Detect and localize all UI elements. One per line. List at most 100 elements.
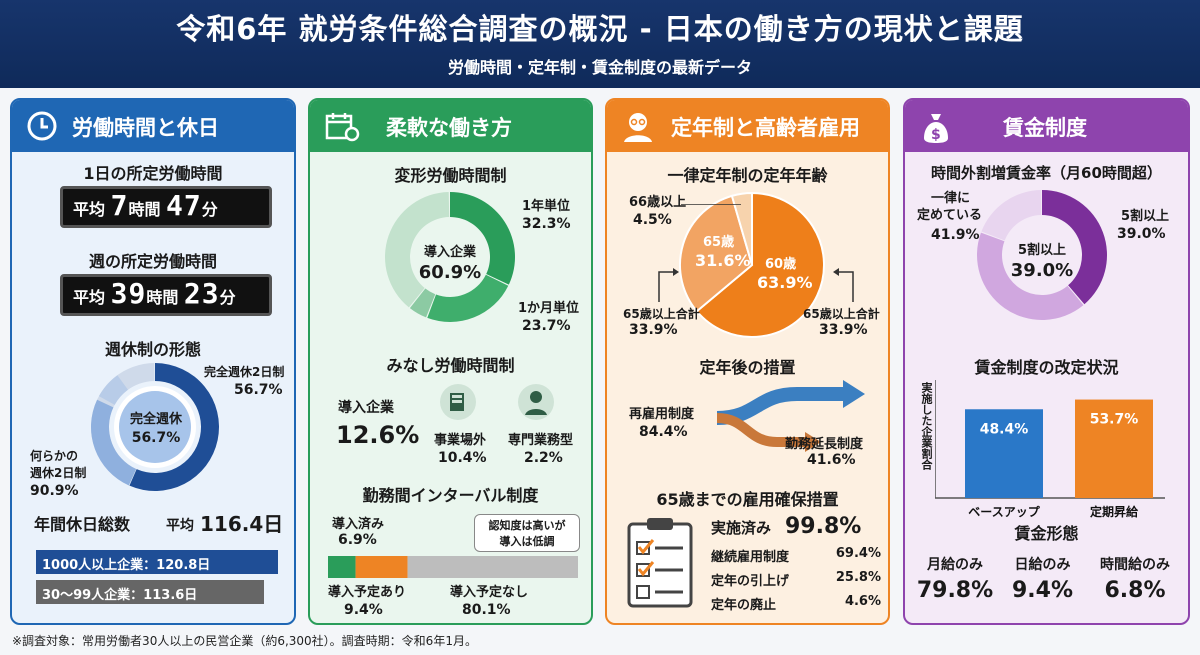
month-unit-slice (427, 274, 509, 322)
footer-note: ※調査対象：常用労働者30人以上の民営企業（約6,300社）。調査時期：令和6年… (12, 634, 477, 648)
header: 令和6年 就労条件総合調査の概況 - 日本の働き方の現状と課題 労働時間・定年制… (0, 0, 1200, 88)
rehire-value: 84.4% (639, 424, 688, 440)
interval-title: 勤務間インターバル制度 (362, 486, 539, 505)
base-up-bar (965, 409, 1043, 498)
wage-form-title: 賃金形態 (1014, 524, 1079, 543)
age60-value: 63.9% (757, 273, 813, 292)
age66-slice (730, 191, 753, 266)
rehire-label: 再雇用制度 (629, 407, 695, 422)
rehire-arrows (717, 380, 865, 452)
deemed-value: 12.6% (336, 421, 420, 449)
age65-label: 65歳 (703, 235, 735, 250)
age65-slice (679, 194, 754, 313)
callout-lines (658, 204, 854, 302)
professional-icon (518, 384, 554, 420)
page-title: 令和6年 就労条件総合調査の概況 - 日本の働き方の現状と課題 (176, 12, 1024, 46)
large-company-bar: 1000人以上企業：120.8日 (36, 550, 278, 574)
fifty-label: 5割以上 (1121, 209, 1170, 224)
revision-category-label: 定期昇給 (1090, 504, 1139, 519)
age66-value: 4.5% (633, 212, 672, 228)
full-two-day-slice (129, 363, 219, 491)
overtime-center-label: 5割以上 (1017, 243, 1067, 258)
retire-age-pie (679, 191, 825, 338)
elder-person-icon (624, 113, 652, 142)
sum-right-label: 65歳以上合計 (803, 307, 880, 321)
flex-center-value: 60.9% (418, 262, 482, 283)
revision-title: 賃金制度の改定状況 (974, 358, 1119, 377)
svg-text:$: $ (931, 127, 941, 143)
interval-none-segment (407, 556, 578, 578)
some-two-day-label1: 何らかの (30, 449, 79, 463)
annual-holiday-title: 年間休日総数 (34, 515, 131, 534)
variable-hours-donut (385, 192, 515, 322)
some-two-day-value: 90.9% (30, 483, 79, 499)
overtime-center-value: 39.0% (1010, 260, 1074, 281)
not-introduced-slice (385, 192, 450, 308)
interval-plan-label: 導入予定あり (328, 585, 407, 600)
uniform-label2: 定めている (917, 208, 983, 223)
page-subtitle: 労働時間・定年制・賃金制度の最新データ (447, 58, 752, 77)
age60-label: 60歳 (765, 257, 797, 272)
full-two-day-label: 完全週休2日制 (204, 365, 285, 379)
money-bag-icon: $ (924, 114, 948, 143)
wage-form-item: 月給のみ 79.8% (916, 557, 994, 603)
after-retire-title: 定年後の措置 (699, 358, 796, 377)
month-unit-value: 23.7% (522, 318, 571, 334)
panel-retire-title: 定年制と高齢者雇用 (671, 116, 860, 140)
variable-hours-title: 変形労働時間制 (394, 166, 507, 185)
deemed-label: 導入企業 (338, 400, 394, 416)
professional-value: 2.2% (524, 450, 563, 466)
secure-item: 定年の廃止 4.6% (711, 594, 881, 613)
age65-value: 31.6% (695, 251, 751, 270)
panel-retire-header: 定年制と高齢者雇用 (607, 100, 888, 152)
interval-none-label: 導入予定なし (450, 585, 529, 600)
interval-done-value: 6.9% (338, 532, 377, 548)
holiday-inner-label: 完全週休 (129, 412, 182, 427)
daily-hours-title: 1日の所定労働時間 (83, 164, 223, 183)
overtime-title: 時間外割増賃金率（月60時間超） (931, 164, 1162, 182)
overtime-donut (977, 190, 1107, 320)
weekly-hours-display: 平均 39時間 23分 (60, 274, 272, 316)
age66-label: 66歳以上 (629, 195, 687, 210)
other-holiday-slice-2 (98, 375, 128, 405)
flex-center-label: 導入企業 (423, 245, 476, 260)
secure-title: 65歳までの雇用確保措置 (656, 490, 839, 509)
some-two-day-slice (91, 399, 137, 486)
regular-raise-bar (1075, 399, 1153, 498)
deemed-hours-title: みなし労働時間制 (386, 356, 515, 375)
checklist-icon (627, 518, 693, 608)
holiday-donut (90, 363, 219, 491)
outside-work-label: 事業場外 (434, 433, 487, 448)
some-two-day-label2: 週休2日制 (30, 466, 87, 480)
annual-holiday-prefix: 平均 (166, 518, 194, 534)
year-unit-label: 1年単位 (522, 199, 571, 214)
interval-plan-segment (355, 556, 408, 578)
full-two-day-value: 56.7% (234, 382, 283, 398)
small-company-bar: 30〜99人企業：113.6日 (36, 580, 264, 604)
panel-wage-title: 賃金制度 (1003, 116, 1087, 140)
daily-hours-display: 平均 7時間 47分 (60, 186, 272, 228)
revision-ylabel: 実施した企業割合 (920, 382, 933, 470)
clock-icon (27, 111, 57, 141)
revision-value-label: 48.4% (980, 421, 1029, 437)
sum-left-label: 65歳以上合計 (623, 307, 700, 321)
weekly-hours-title: 週の所定労働時間 (88, 252, 217, 271)
secure-item: 定年の引上げ 25.8% (711, 570, 881, 589)
professional-label: 専門業務型 (508, 433, 574, 448)
sum-right-value: 33.9% (819, 322, 868, 338)
wage-form-item: 日給のみ 9.4% (1011, 557, 1073, 603)
other-flex-slice (409, 288, 436, 318)
interval-plan-value: 9.4% (344, 602, 383, 618)
panel-hours: 労働時間と休日 1日の所定労働時間 平均 7時間 47分 週の所定労働時間 平均… (10, 98, 296, 625)
month-unit-label: 1か月単位 (518, 301, 580, 316)
other-wage-slice (981, 190, 1042, 241)
interval-note: 認知度は高いが 導入は低調 (474, 514, 580, 552)
revision-value-label: 53.7% (1090, 412, 1139, 428)
panel-flex-title: 柔軟な働き方 (386, 116, 512, 140)
secure-item: 継続雇用制度 69.4% (711, 546, 881, 565)
wage-forms: 月給のみ 79.8% 日給のみ 9.4% 時間給のみ 6.8% (915, 554, 1180, 603)
uniform-value: 41.9% (931, 227, 980, 243)
calendar-gear-icon (325, 113, 360, 142)
retire-age-title: 一律定年制の定年年齢 (667, 166, 828, 185)
interval-none-value: 80.1% (462, 602, 511, 618)
